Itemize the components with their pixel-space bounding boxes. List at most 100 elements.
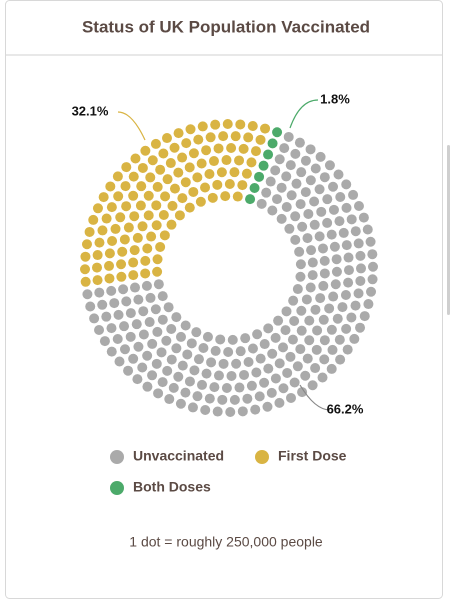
dot [279, 143, 290, 154]
dot [341, 240, 352, 251]
dot [182, 349, 193, 360]
leader-line [289, 99, 319, 129]
dot [290, 148, 301, 159]
dot [189, 365, 200, 376]
dot [200, 405, 211, 416]
dot [329, 241, 340, 252]
dot [129, 211, 140, 222]
dot [98, 192, 109, 203]
dot [285, 392, 296, 403]
dot [310, 363, 321, 374]
dot [300, 187, 311, 198]
scrollbar [447, 145, 450, 315]
dot [151, 358, 162, 369]
dot [125, 331, 136, 342]
dot [272, 127, 283, 138]
dot [181, 138, 192, 149]
dot [142, 243, 153, 254]
dot [355, 263, 366, 274]
dot [322, 194, 333, 205]
dot [221, 155, 232, 166]
dot [204, 393, 215, 404]
value-label: 66.2% [327, 401, 364, 416]
dot [212, 179, 223, 190]
dot [242, 393, 253, 404]
dot [266, 387, 277, 398]
dot [221, 382, 232, 393]
legend-swatch [255, 450, 269, 464]
dot [326, 363, 337, 374]
dot [218, 131, 229, 142]
dot [110, 223, 121, 234]
dot [278, 342, 289, 353]
dot [171, 312, 182, 323]
dot [175, 398, 186, 409]
dot [342, 344, 353, 355]
dot [247, 120, 258, 131]
dot [118, 284, 129, 295]
dot [113, 309, 124, 320]
dot [328, 181, 339, 192]
dot [158, 148, 169, 159]
dot [200, 182, 211, 193]
dot [197, 379, 208, 390]
dot [260, 123, 271, 134]
dot [220, 191, 231, 202]
dot [213, 370, 224, 381]
dot [159, 230, 170, 241]
dot [140, 268, 151, 279]
dot [283, 131, 294, 142]
dot [309, 219, 320, 230]
dot [333, 169, 344, 180]
dot [195, 196, 206, 207]
dot [363, 299, 374, 310]
dot [341, 202, 352, 213]
dot [114, 356, 125, 367]
dot [365, 236, 376, 247]
dot [121, 296, 132, 307]
legend-label: First Dose [278, 448, 347, 464]
dot [133, 341, 144, 352]
dot [128, 353, 139, 364]
dot [290, 234, 301, 245]
dot [162, 133, 173, 144]
dot [234, 382, 245, 393]
dot [184, 376, 195, 387]
dot [245, 194, 256, 205]
dot [307, 380, 318, 391]
dot [350, 300, 361, 311]
dot [302, 233, 313, 244]
dot [341, 179, 352, 190]
dot [366, 286, 377, 297]
dot [92, 275, 103, 286]
dot [246, 157, 257, 168]
dot [340, 289, 351, 300]
dot [258, 160, 269, 171]
dot [169, 142, 180, 153]
dot [175, 331, 186, 342]
dot [291, 178, 302, 189]
dot [270, 373, 281, 384]
dot [164, 394, 175, 405]
dot [330, 279, 341, 290]
dot [335, 354, 346, 365]
dot [353, 201, 364, 212]
dot [152, 254, 163, 265]
dot [282, 367, 293, 378]
dot [152, 266, 163, 277]
dot [117, 246, 128, 257]
dot [259, 377, 270, 388]
dot [106, 323, 117, 334]
dot [295, 259, 306, 270]
dot [300, 155, 311, 166]
dot [263, 323, 274, 334]
dot [121, 201, 132, 212]
dot [184, 202, 195, 213]
dot [284, 223, 295, 234]
dot [250, 146, 261, 157]
dot [315, 151, 326, 162]
dot [105, 181, 116, 192]
dot [285, 160, 296, 171]
dot [326, 229, 337, 240]
legend-label: Both Doses [133, 479, 211, 495]
